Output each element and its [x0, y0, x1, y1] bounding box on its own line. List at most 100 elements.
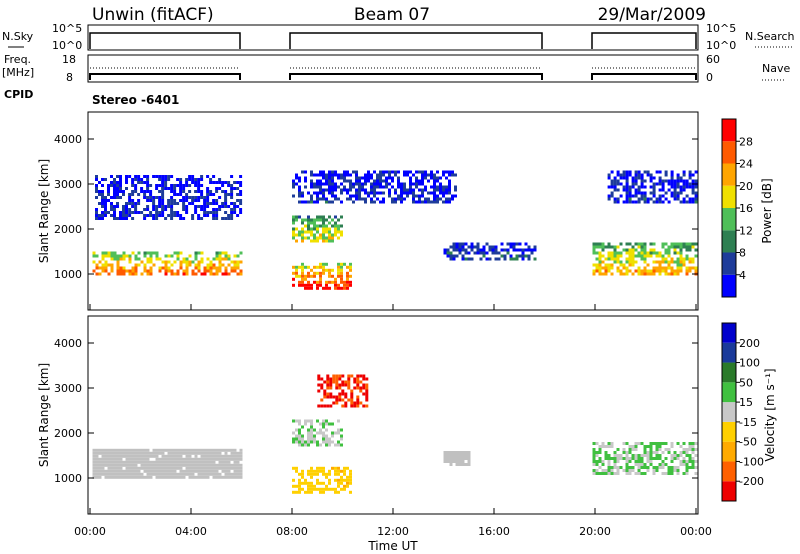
power-cell	[140, 187, 144, 190]
power-cell	[140, 211, 144, 214]
velocity-cell	[236, 451, 240, 455]
power-cell	[682, 200, 686, 204]
power-cell	[412, 182, 415, 186]
velocity-cell	[230, 463, 234, 467]
velocity-cell	[224, 463, 228, 467]
power-cell	[343, 170, 346, 174]
velocity-cell	[224, 448, 228, 452]
power-cell	[355, 188, 358, 192]
power-cell	[334, 182, 337, 186]
velocity-cell	[661, 463, 665, 466]
velocity-cell	[452, 454, 456, 457]
velocity-cell	[140, 457, 144, 461]
power-cell	[397, 182, 400, 186]
power-cell	[227, 263, 231, 267]
power-cell	[388, 170, 391, 174]
power-cell	[352, 200, 355, 204]
velocity-cell	[158, 475, 162, 479]
power-cell	[598, 272, 602, 276]
velocity-cell	[655, 457, 659, 460]
power-cell	[349, 197, 352, 201]
power-cell	[218, 257, 222, 261]
velocity-cell	[350, 401, 354, 405]
power-cell	[640, 173, 644, 177]
velocity-cell	[140, 451, 144, 455]
velocity-cell	[310, 475, 313, 479]
power-cell	[191, 217, 195, 220]
power-cell	[310, 221, 313, 225]
velocity-cell	[685, 463, 689, 466]
velocity-cell	[467, 454, 471, 457]
power-cell	[119, 175, 122, 178]
power-cell	[391, 176, 394, 180]
velocity-colorbar-tick-label: 100	[739, 357, 760, 370]
power-cell	[652, 260, 656, 264]
velocity-cell	[197, 451, 201, 455]
power-cell	[679, 257, 683, 261]
velocity-cell	[347, 398, 351, 402]
power-cell	[116, 175, 119, 178]
velocity-cell	[337, 443, 340, 447]
velocity-cell	[670, 457, 674, 460]
velocity-cell	[200, 463, 204, 467]
power-cell	[533, 245, 537, 249]
power-cell	[179, 266, 183, 270]
velocity-cell	[317, 383, 321, 387]
power-cell	[218, 196, 222, 199]
power-cell	[427, 191, 430, 195]
power-cell	[304, 176, 307, 180]
power-cell	[595, 266, 599, 270]
velocity-cell	[646, 460, 650, 463]
power-cell	[676, 242, 680, 246]
power-cell	[592, 248, 596, 252]
velocity-cell	[455, 463, 459, 466]
velocity-cell	[113, 466, 117, 470]
power-cell	[128, 175, 132, 178]
power-cell	[236, 205, 240, 208]
power-cell	[301, 194, 304, 198]
power-cell	[236, 272, 240, 276]
velocity-cell	[233, 469, 237, 473]
power-cell	[116, 263, 120, 267]
velocity-cell	[613, 466, 617, 469]
velocity-cell	[673, 457, 677, 460]
power-cell	[331, 182, 334, 186]
velocity-cell	[646, 454, 650, 457]
velocity-cell	[637, 466, 641, 469]
velocity-cell	[467, 451, 471, 454]
velocity-cell	[158, 472, 162, 476]
power-cell	[304, 283, 307, 287]
power-cell	[598, 260, 602, 264]
velocity-frame	[87, 315, 699, 515]
power-cell	[337, 173, 340, 177]
power-cell	[382, 200, 385, 204]
velocity-cell	[449, 454, 453, 457]
power-cell	[664, 191, 668, 195]
power-cell	[616, 260, 620, 264]
power-cell	[643, 191, 647, 195]
velocity-cell	[128, 457, 132, 461]
power-cell	[316, 227, 319, 231]
power-cell	[292, 271, 295, 275]
power-cell	[667, 266, 671, 270]
power-cell	[391, 200, 394, 204]
power-cell	[610, 182, 614, 186]
power-cell	[661, 194, 665, 198]
power-cell	[197, 184, 201, 187]
power-cell	[334, 224, 337, 228]
power-cell	[646, 269, 650, 273]
velocity-cell	[646, 451, 650, 454]
velocity-cell	[125, 469, 129, 473]
power-cell	[592, 263, 596, 267]
power-cell	[658, 194, 662, 198]
power-cell	[640, 269, 644, 273]
power-cell	[685, 242, 689, 246]
power-cell	[379, 173, 382, 177]
power-cell	[346, 271, 349, 275]
velocity-cell	[359, 374, 363, 378]
velocity-cell	[326, 383, 330, 387]
power-cell	[161, 175, 165, 178]
power-cell	[236, 266, 240, 270]
velocity-cell	[658, 448, 662, 451]
power-cell	[101, 263, 105, 267]
